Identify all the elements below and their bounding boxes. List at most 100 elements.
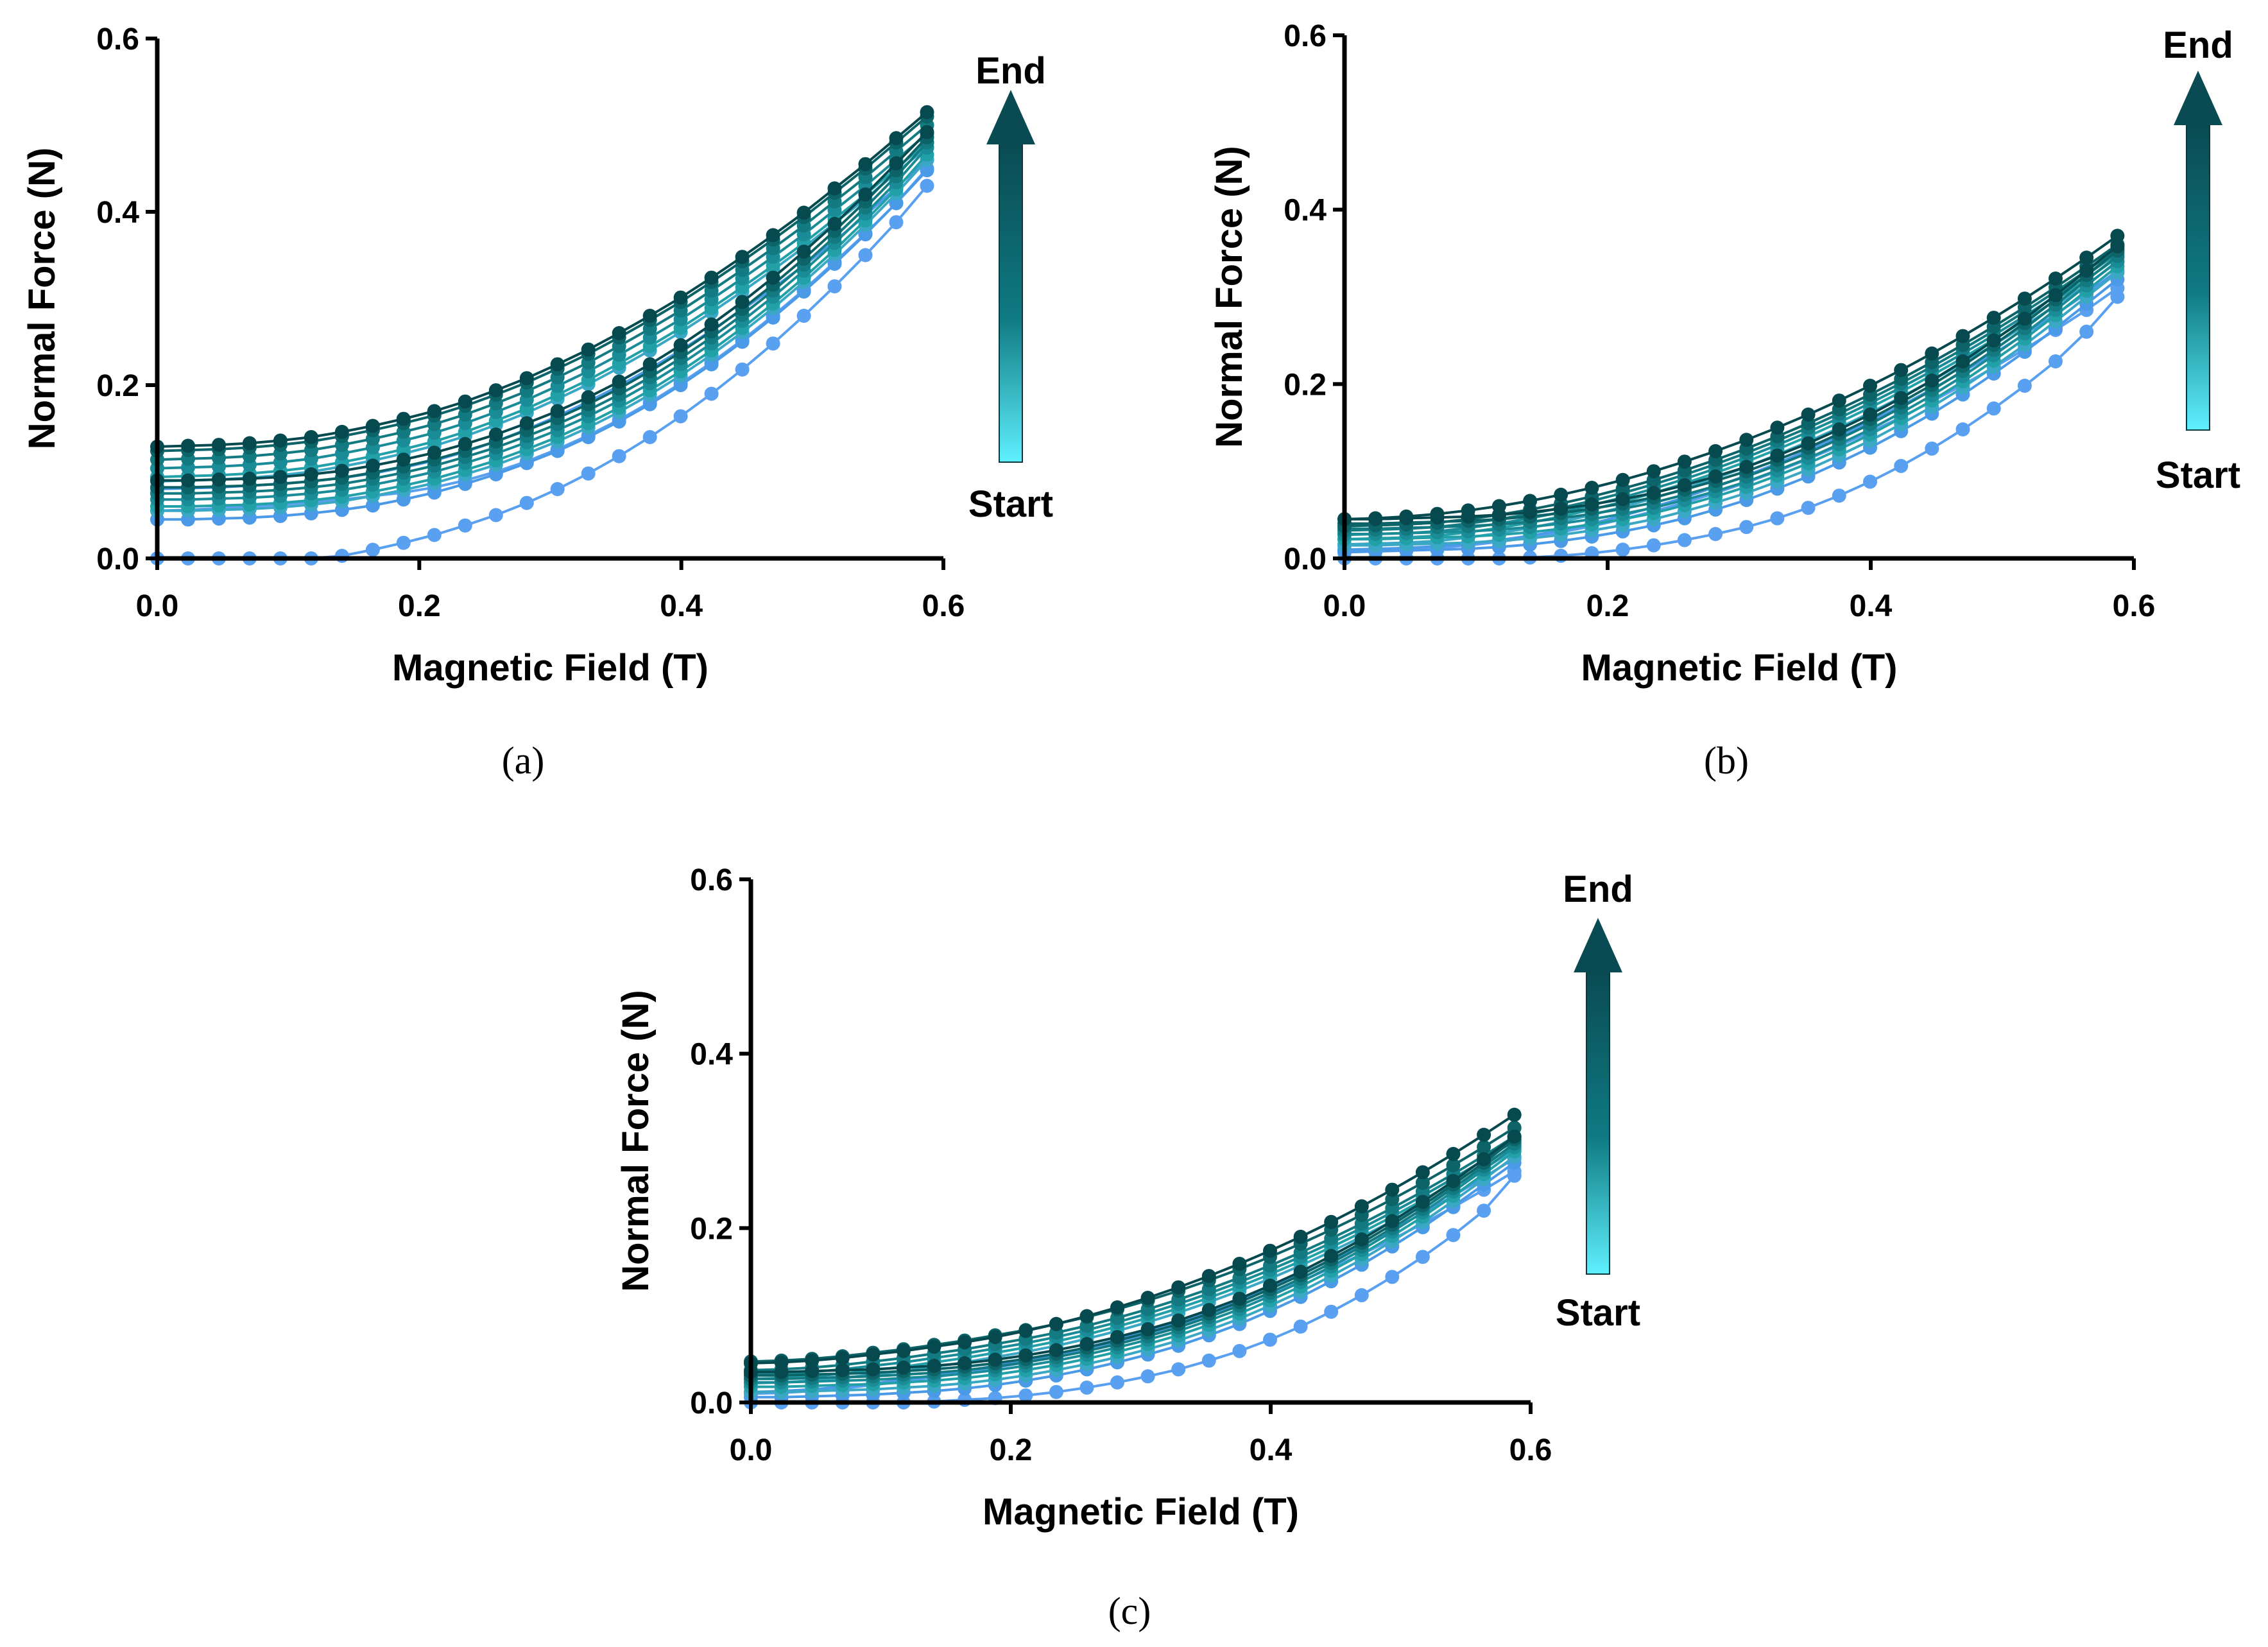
data-point [1832,422,1846,436]
data-point [1385,1270,1400,1284]
data-point [1554,487,1568,502]
data-point [1415,1250,1430,1264]
data-point [1477,1152,1491,1166]
x-tick-label: 0.4 [1850,589,1893,623]
arrow-shaft [2186,122,2210,431]
data-point [1446,1228,1461,1243]
data-point [304,467,318,481]
data-point [612,326,626,340]
data-point [1140,1322,1155,1336]
data-point [1201,1303,1216,1317]
data-point [827,216,842,231]
data-point [927,1358,941,1373]
data-point [735,362,750,377]
data-point [1049,1316,1063,1331]
data-point [519,496,534,510]
data-point [735,295,750,309]
data-point [673,290,688,305]
data-point [1354,1288,1369,1302]
data-point [1171,1362,1186,1377]
arrow-head [986,90,1035,144]
x-tick-label: 0.2 [398,589,441,623]
data-point [1615,542,1630,557]
y-tick-label: 0.4 [690,1038,733,1072]
panels-container: 0.0 0.2 0.4 0.6 0.0 0.2 0.4 0.6 Magnetic Field (… [21,19,2240,1632]
data-point [858,248,873,263]
data-point [920,178,934,193]
data-point [1385,1182,1400,1197]
data-point [1415,1194,1430,1209]
data-point [1354,1232,1369,1246]
data-point [1646,538,1661,553]
arrow-end-label: End [2163,24,2233,66]
data-point [1201,1353,1216,1368]
data-point [396,453,411,467]
data-point [1554,548,1568,563]
data-point [796,205,811,220]
data-point [1293,1229,1308,1244]
data-point [1955,329,1970,343]
series-8 [150,105,934,488]
data-point [1018,1348,1033,1363]
series-line-down [1344,243,2118,528]
panel-label: (c) [1108,1590,1151,1632]
data-point [1708,444,1723,458]
x-tick-label: 0.6 [922,589,965,623]
series-line-down [157,159,928,490]
data-point [958,1356,972,1370]
y-axis-title: Normal Force (N) [615,990,657,1292]
arrow-start-label: Start [2156,454,2240,496]
data-point [827,181,842,196]
data-point [1955,422,1970,436]
data-point [927,1340,941,1354]
data-point [1770,511,1785,526]
data-point [920,163,934,178]
data-point [1232,1291,1247,1306]
series-5 [150,126,934,507]
series-5 [744,1134,1522,1390]
progress-arrow: End Start [1556,868,1640,1334]
data-point [2079,324,2094,339]
data-point [858,187,873,202]
data-point [1263,1279,1277,1293]
series-6 [1337,241,2125,538]
x-tick-label: 0.6 [2113,589,2156,623]
series-8 [744,1107,1522,1379]
arrow-shaft [999,141,1023,463]
data-point [365,418,380,433]
data-point [805,1353,820,1368]
data-point [1263,1332,1277,1347]
arrow-end-label: End [975,50,1046,92]
data-point [1477,1203,1491,1218]
series-line-down [157,124,928,461]
data-point [1523,505,1538,519]
series-2 [150,153,934,527]
data-point [612,374,626,389]
data-point [858,157,873,171]
data-point [1079,1380,1094,1395]
progress-arrow: End Start [968,50,1053,525]
data-point [1232,1257,1247,1271]
x-tick-label: 0.6 [1509,1433,1552,1467]
data-point [1986,311,2001,325]
data-point [273,470,288,485]
x-tick-label: 0.0 [136,589,179,623]
data-point [1477,1140,1491,1154]
data-point [2079,250,2094,265]
y-tick-label: 0.0 [690,1386,733,1420]
data-point [988,1330,1002,1345]
data-point [1925,373,1939,388]
data-point [889,215,904,230]
data-point [1110,1375,1124,1390]
data-point [550,357,565,372]
data-point [1739,433,1754,447]
data-point [704,317,719,332]
data-point [1615,492,1630,506]
data-point [827,279,842,294]
data-point [1832,488,1846,503]
y-tick-label: 0.0 [96,542,139,576]
data-point [1863,474,1877,489]
data-point [2049,288,2063,302]
data-point [304,430,318,444]
arrow-head [2174,71,2222,125]
